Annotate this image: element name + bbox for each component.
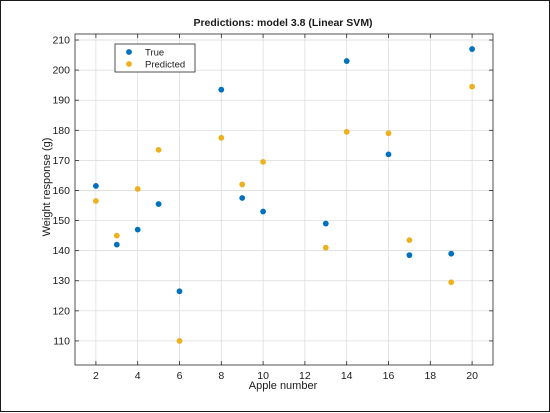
- legend-label: Predicted: [145, 60, 185, 71]
- predicted-point: [176, 338, 183, 344]
- x-tick-label: 8: [218, 370, 224, 382]
- x-tick-label: 12: [299, 370, 311, 382]
- predicted-point: [260, 158, 266, 165]
- grid-lines: [75, 34, 493, 365]
- true-point: [218, 86, 225, 93]
- predicted-point: [155, 146, 162, 153]
- y-tick-label: 150: [52, 215, 70, 227]
- predicted-point: [448, 279, 455, 286]
- true-point: [406, 252, 413, 259]
- true-point: [155, 201, 162, 207]
- true-point: [469, 46, 475, 52]
- true-point: [385, 151, 392, 158]
- legend-label: True: [145, 48, 164, 59]
- y-tick-label: 130: [52, 275, 70, 287]
- y-tick-label: 140: [52, 245, 70, 257]
- predicted-point: [322, 244, 329, 251]
- x-tick-label: 20: [466, 370, 478, 382]
- true-point: [113, 241, 120, 248]
- data-points: [93, 46, 475, 344]
- y-tick-label: 170: [52, 155, 70, 167]
- axis-ticks: 2 4 6 8 10 12 14 16 18 20 110 120 130 140 150 160 170 180…: [52, 34, 493, 382]
- true-point: [260, 208, 266, 215]
- y-tick-label: 200: [52, 65, 70, 77]
- plot-area-border: [74, 33, 494, 366]
- legend-box: [114, 43, 196, 73]
- x-tick-label: 14: [341, 370, 353, 382]
- x-axis-label: Apple number: [249, 380, 318, 392]
- true-point: [448, 250, 455, 257]
- y-tick-label: 110: [53, 335, 70, 347]
- true-point: [343, 58, 350, 64]
- true-point: [239, 195, 246, 201]
- predicted-point: [385, 130, 392, 137]
- x-tick-label: 18: [424, 370, 436, 382]
- predicted-point: [469, 83, 475, 90]
- x-tick-label: 6: [177, 370, 183, 382]
- true-point: [176, 288, 183, 295]
- predicted-point: [93, 198, 99, 204]
- true-point: [134, 226, 141, 233]
- predicted-point: [113, 232, 120, 239]
- x-tick-label: 16: [383, 370, 395, 382]
- legend-marker: [126, 61, 132, 67]
- predicted-point: [406, 237, 413, 244]
- true-point: [322, 220, 329, 227]
- true-point: [93, 183, 99, 189]
- chart-title: Predictions: model 3.8 (Linear SVM): [193, 17, 372, 29]
- y-tick-label: 190: [52, 95, 70, 107]
- y-tick-label: 180: [52, 125, 70, 137]
- y-tick-label: 120: [52, 305, 70, 317]
- y-tick-label: 210: [52, 35, 70, 47]
- y-axis-label: Weight response (g): [41, 138, 53, 237]
- predicted-point: [218, 134, 225, 141]
- x-tick-label: 10: [257, 370, 269, 382]
- predicted-point: [239, 181, 246, 188]
- x-tick-label: 4: [135, 370, 141, 382]
- legend-marker: [126, 49, 132, 55]
- y-tick-label: 160: [52, 185, 70, 197]
- predicted-point: [343, 128, 350, 135]
- x-tick-label: 2: [93, 370, 99, 382]
- predicted-point: [134, 186, 141, 192]
